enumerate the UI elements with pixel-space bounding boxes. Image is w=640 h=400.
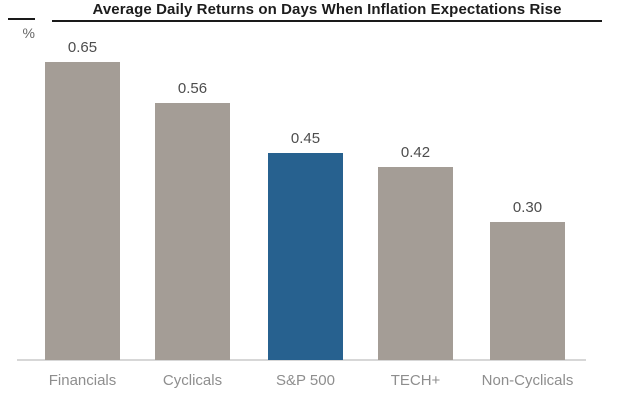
bar-value-label-tech: 0.42 [400,144,431,161]
bar-s-p-500 [268,153,343,360]
bar-value-label-financials: 0.65 [67,39,98,56]
y-axis-unit-label: % [22,25,35,41]
x-axis-label-non-cyclicals: Non-Cyclicals [481,372,574,389]
x-axis-line [17,359,586,361]
bar-value-label-non-cyclicals: 0.30 [512,199,543,216]
bar-financials [45,62,120,360]
x-axis-label-tech: TECH+ [390,372,441,389]
bar-cyclicals [155,103,230,360]
x-axis-label-s-p-500: S&P 500 [276,372,335,389]
bar-non-cyclicals [490,222,565,360]
x-axis-label-financials: Financials [48,372,117,389]
chart-title: Average Daily Returns on Days When Infla… [52,2,602,22]
bar-value-label-cyclicals: 0.56 [177,80,208,97]
y-axis-top-tick [8,18,35,20]
bar-tech [378,167,453,360]
x-axis-label-cyclicals: Cyclicals [162,372,223,389]
bar-value-label-s-p-500: 0.45 [290,130,321,147]
